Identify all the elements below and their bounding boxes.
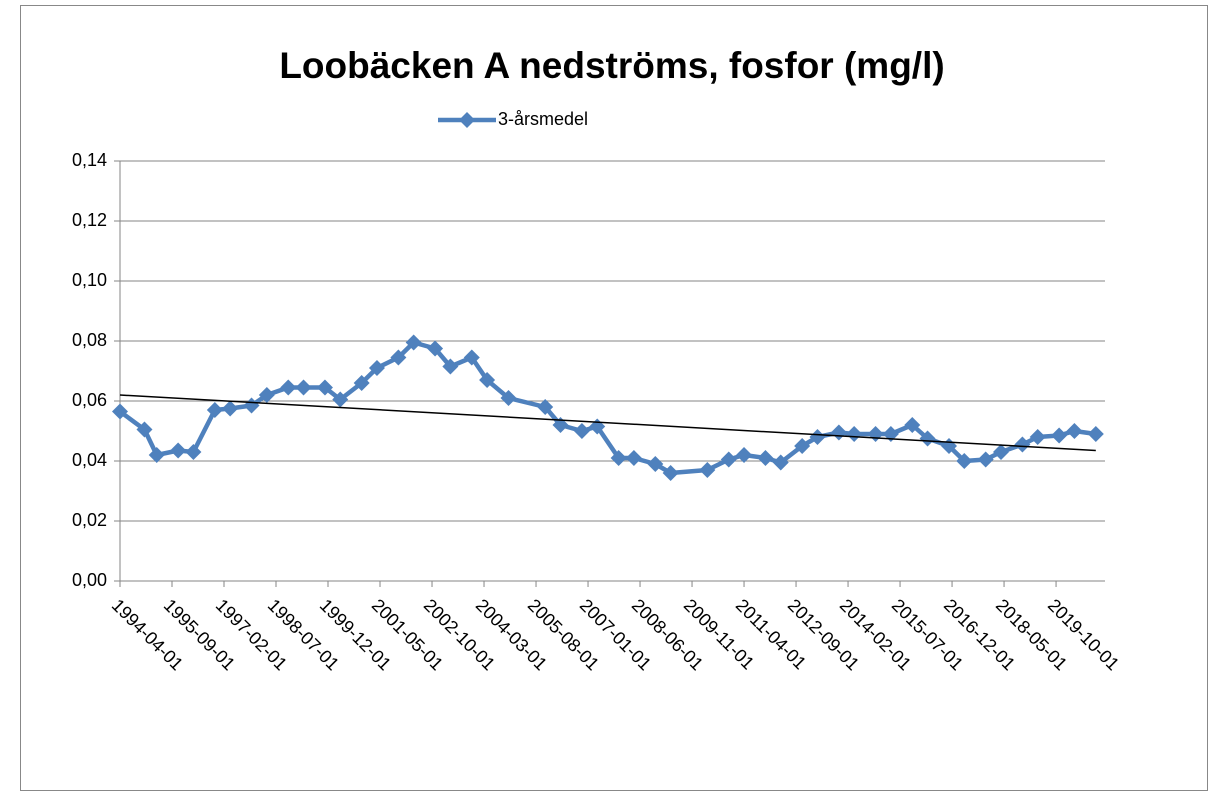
data-point	[243, 397, 260, 414]
data-point	[427, 340, 444, 357]
y-tick-label: 0,00	[72, 570, 107, 590]
legend-label: 3-årsmedel	[498, 109, 588, 129]
data-point	[625, 450, 642, 466]
data-point	[1066, 423, 1083, 439]
data-point	[992, 444, 1009, 460]
data-point	[316, 379, 333, 396]
data-point	[500, 390, 517, 406]
data-point	[809, 429, 826, 445]
data-point	[258, 387, 275, 403]
y-tick-label: 0,10	[72, 270, 107, 290]
data-point	[699, 462, 716, 478]
data-point	[1087, 426, 1104, 442]
data-point	[185, 444, 202, 460]
data-point	[136, 421, 153, 438]
data-point	[794, 438, 811, 454]
y-tick-label: 0,12	[72, 210, 107, 230]
data-point	[772, 454, 789, 471]
data-point	[112, 403, 128, 420]
y-tick-label: 0,02	[72, 510, 107, 530]
y-tick-label: 0,06	[72, 390, 107, 410]
y-tick-label: 0,08	[72, 330, 107, 350]
chart-title: Loobäcken A nedströms, fosfor (mg/l)	[279, 45, 944, 86]
data-point	[353, 375, 370, 391]
data-point	[904, 417, 921, 433]
data-point	[919, 430, 936, 447]
data-point	[573, 423, 590, 439]
data-point	[206, 402, 223, 418]
y-tick-label: 0,04	[72, 450, 107, 470]
data-point	[368, 360, 385, 376]
data-point	[463, 349, 480, 366]
data-point	[170, 442, 187, 459]
data-point	[479, 372, 496, 388]
data-point	[720, 451, 737, 468]
trendline	[119, 394, 1096, 452]
data-point	[846, 426, 863, 442]
data-point	[1029, 429, 1046, 445]
data-point	[736, 447, 753, 463]
legend-marker	[459, 112, 475, 128]
data-point	[610, 450, 627, 466]
data-point	[442, 358, 459, 375]
data-point	[222, 400, 239, 417]
data-point	[405, 334, 422, 351]
data-point	[977, 451, 994, 468]
y-tick-label: 0,14	[72, 150, 107, 170]
data-point	[332, 391, 349, 408]
data-point	[295, 379, 312, 396]
data-point	[537, 399, 554, 415]
data-point	[1014, 436, 1031, 453]
data-point	[148, 447, 165, 463]
data-point	[647, 456, 664, 472]
data-point	[662, 465, 679, 481]
data-point	[757, 450, 774, 466]
data-point	[956, 453, 973, 469]
data-point	[390, 349, 407, 366]
data-point	[1051, 427, 1068, 444]
data-point	[280, 379, 297, 396]
chart-border	[20, 5, 1208, 791]
